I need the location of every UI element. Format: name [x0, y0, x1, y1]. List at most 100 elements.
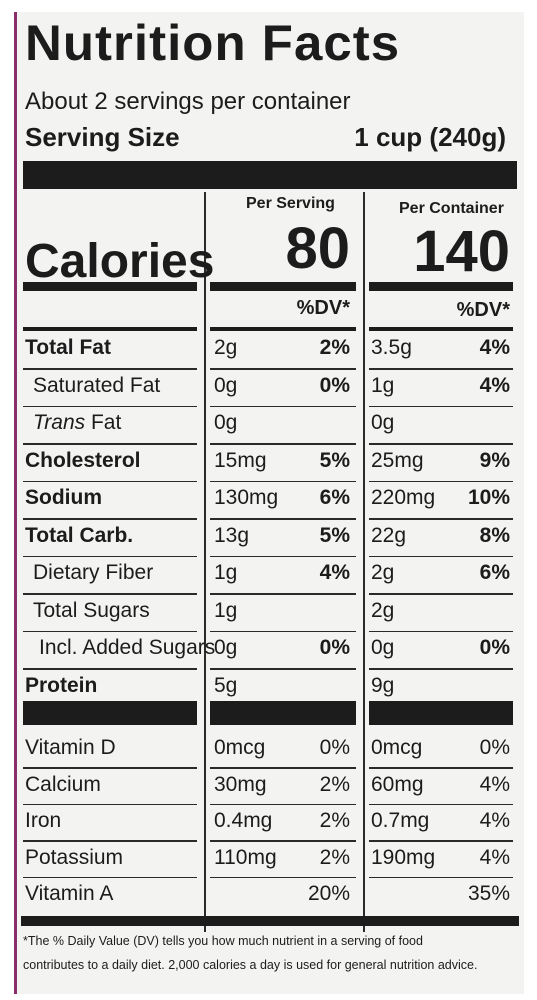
serving-calories-rule [210, 282, 356, 291]
row-rule [369, 668, 513, 670]
label-title: Nutrition Facts [25, 15, 401, 71]
container-dv: 4% [479, 373, 510, 397]
nutrient-label-rest: Fat [85, 411, 122, 434]
vitamin-row-rule [210, 803, 356, 805]
serving-amount: 1g [214, 561, 238, 584]
vitamin-label: Vitamin D [25, 736, 116, 759]
row-rule [210, 518, 356, 520]
nutrient-label-italic: Trans [33, 411, 86, 434]
row-rule [369, 518, 513, 520]
serving-size-value: 1 cup (240g) [354, 122, 506, 152]
calories-rule [23, 282, 197, 291]
row-rule [210, 668, 356, 670]
nutrient-label: Total Sugars [33, 598, 150, 622]
vitamin-divider-container [369, 701, 513, 725]
vitamin-container-amount: 0mcg [371, 736, 423, 759]
footnote-rule [21, 916, 519, 926]
vitamin-serving-amount: 0mcg [214, 736, 266, 759]
vitamin-row-rule [210, 840, 356, 842]
vitamin-container-dv: 4% [479, 809, 510, 832]
vitamin-container-dv: 0% [479, 736, 510, 759]
serving-amount: 0g [214, 373, 238, 397]
row-rule [369, 593, 513, 595]
serving-dv: 4% [319, 561, 350, 584]
serving-amount: 15mg [214, 448, 267, 472]
vitamin-label: Vitamin A [25, 882, 114, 905]
calories-label: Calories [25, 235, 215, 288]
serving-amount: 2g [214, 336, 238, 359]
vitamin-row-rule [369, 803, 513, 805]
vitamin-serving-dv: 2% [319, 809, 350, 832]
column-divider-container [363, 192, 365, 932]
footnote-line-1: *The % Daily Value (DV) tells you how mu… [23, 934, 423, 948]
vitamin-divider-left [23, 701, 197, 725]
vitamin-serving-amount: 110mg [214, 845, 277, 869]
vitamin-container-dv: 4% [479, 772, 510, 796]
row-rule [23, 593, 197, 595]
vitamin-row-rule [369, 876, 513, 878]
row-rule [369, 443, 513, 445]
nutrient-label: Trans Fat [33, 411, 121, 435]
vitamin-label: Potassium [25, 845, 124, 869]
row-rule [210, 443, 356, 445]
container-amount: 0g [371, 411, 395, 434]
footnote-line-2: contributes to a daily diet. 2,000 calor… [23, 958, 478, 972]
serving-amount: 0g [214, 411, 238, 434]
serving-dv: 6% [319, 486, 350, 509]
dv-rule-container [369, 327, 513, 331]
serving-dv: 0% [319, 636, 350, 659]
vitamin-row-rule [23, 840, 197, 842]
serving-dv: 2% [319, 336, 350, 359]
container-dv: 9% [479, 448, 510, 472]
per-serving-header: Per Serving [246, 195, 335, 212]
thick-divider-top [23, 161, 517, 189]
nutrient-label: Cholesterol [25, 448, 141, 472]
nutrient-label: Total Fat [25, 336, 111, 359]
container-dv: 10% [467, 486, 510, 509]
row-rule [369, 405, 513, 407]
row-rule [210, 405, 356, 407]
container-amount: 9g [371, 673, 395, 697]
vitamin-serving-amount: 30mg [214, 772, 267, 796]
serving-dv: 5% [319, 448, 350, 472]
container-amount: 2g [371, 598, 395, 622]
vitamin-serving-dv: 0% [319, 736, 350, 759]
row-rule [23, 555, 197, 557]
container-calories-rule [369, 282, 513, 291]
vitamin-row-rule [23, 876, 197, 878]
vitamin-serving-dv: 2% [319, 845, 350, 869]
vitamin-row-rule [210, 876, 356, 878]
servings-per-container: About 2 servings per container [25, 88, 351, 115]
container-amount: 22g [371, 523, 407, 547]
vitamin-label: Iron [25, 809, 62, 832]
container-amount: 2g [371, 561, 395, 584]
serving-amount: 13g [214, 523, 250, 547]
container-amount: 0g [371, 636, 395, 659]
calories-per-container: 140 [413, 219, 510, 284]
calories-per-serving: 80 [285, 216, 350, 281]
dv-rule-serving [210, 327, 356, 331]
nutrient-label: Total Carb. [25, 523, 134, 547]
container-amount: 3.5g [371, 336, 412, 359]
nutrient-label: Saturated Fat [33, 373, 161, 397]
container-amount: 220mg [371, 486, 436, 509]
row-rule [369, 368, 513, 370]
container-dv: 0% [479, 636, 510, 659]
serving-amount: 0g [214, 636, 238, 659]
vitamin-label: Calcium [25, 772, 101, 796]
row-rule [23, 630, 197, 632]
serving-size-label: Serving Size [25, 122, 180, 152]
vitamin-row-rule [369, 767, 513, 769]
row-rule [210, 555, 356, 557]
serving-amount: 1g [214, 598, 238, 622]
vitamin-serving-amount: 0.4mg [214, 809, 273, 832]
nutrition-label: Nutrition Facts About 2 servings per con… [14, 12, 524, 994]
container-amount: 25mg [371, 448, 424, 472]
dv-rule-left [23, 327, 197, 331]
row-rule [369, 555, 513, 557]
container-amount: 1g [371, 373, 395, 397]
row-rule [23, 443, 197, 445]
nutrient-label: Incl. Added Sugars [39, 636, 216, 659]
vitamin-serving-dv: 20% [307, 882, 350, 905]
vitamin-container-dv: 4% [479, 845, 510, 869]
